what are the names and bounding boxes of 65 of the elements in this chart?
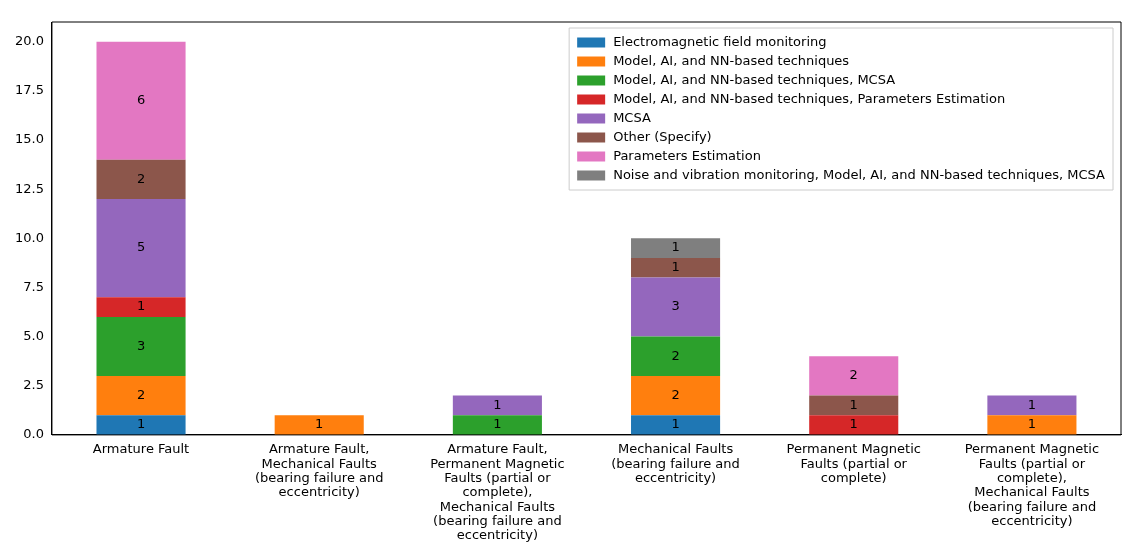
data-label: 2 xyxy=(849,367,858,383)
data-label: 6 xyxy=(136,92,146,108)
bar xyxy=(452,395,542,416)
bar xyxy=(631,415,721,435)
data-label: 3 xyxy=(136,337,146,353)
data-label: 3 xyxy=(671,298,680,314)
data-label: 2 xyxy=(671,347,680,363)
data-label: 1 xyxy=(315,416,324,432)
data-label: 1 xyxy=(1027,396,1037,412)
y-tick-label: 15.0 xyxy=(14,131,44,147)
y-tick-label: 10.0 xyxy=(14,229,44,245)
data-label: 1 xyxy=(493,396,502,412)
y-tick-label: 2.5 xyxy=(23,377,44,393)
bar xyxy=(96,159,186,199)
data-label: 1 xyxy=(136,298,146,314)
data-label: 1 xyxy=(849,396,858,412)
x-tick-label: Armature Fault, Permanent Magnetic Faults (partial or complete), Mechanical Faults (bearing failure and eccentricity) xyxy=(430,441,565,543)
data-label: 1 xyxy=(1027,416,1037,432)
data-label: 5 xyxy=(136,239,146,255)
bar xyxy=(631,238,721,258)
bar xyxy=(809,356,899,396)
bar xyxy=(96,198,186,298)
y-tick-label: 7.5 xyxy=(23,278,44,294)
bar xyxy=(96,41,186,160)
bar xyxy=(96,375,186,416)
bar xyxy=(631,257,721,278)
bar xyxy=(631,375,721,416)
y-tick-label: 17.5 xyxy=(14,82,44,98)
data-label: 1 xyxy=(136,416,146,432)
y-tick-label: 20.0 xyxy=(14,33,44,49)
legend-label: Electromagnetic field monitoring xyxy=(613,33,827,49)
data-label: 2 xyxy=(671,386,680,402)
y-tick-label: 12.5 xyxy=(14,180,44,196)
data-label: 1 xyxy=(671,239,680,255)
bar xyxy=(987,395,1077,416)
bar xyxy=(631,336,721,376)
data-label: 1 xyxy=(849,416,858,432)
data-label: 1 xyxy=(671,259,680,275)
x-tick-label: Permanent Magnetic Faults (partial or complete), Mechanical Faults (bearing failure and eccentricity) xyxy=(964,441,1100,528)
legend-label: Model, AI, and NN-based techniques xyxy=(613,52,850,68)
bar xyxy=(96,297,186,317)
y-tick-label: 5.0 xyxy=(23,327,44,343)
data-label: 2 xyxy=(136,386,146,402)
bar xyxy=(809,395,899,416)
x-tick-label: Permanent Magnetic Faults (partial or complete) xyxy=(786,441,921,486)
bar xyxy=(452,415,542,435)
bar xyxy=(987,415,1077,435)
data-label: 2 xyxy=(136,170,146,186)
legend-label: Other (Specify) xyxy=(613,128,712,144)
bar xyxy=(631,277,721,337)
data-label: 1 xyxy=(671,416,680,432)
data-label: 1 xyxy=(493,416,502,432)
bar xyxy=(274,415,364,435)
bar xyxy=(96,316,186,376)
y-tick-label: 0.0 xyxy=(23,426,44,442)
legend-label: Model, AI, and NN-based techniques, Parameters Estimation xyxy=(613,90,1006,106)
bar xyxy=(96,415,186,435)
x-tick-label: Mechanical Faults (bearing failure and eccentricity) xyxy=(611,441,740,486)
x-tick-label: Armature Fault, Mechanical Faults (bearing failure and eccentricity) xyxy=(254,441,384,500)
legend-label: Model, AI, and NN-based techniques, MCSA xyxy=(613,71,896,87)
legend-label: MCSA xyxy=(613,109,651,125)
x-tick-label: Armature Fault xyxy=(92,441,190,457)
bar xyxy=(809,415,899,435)
legend-label: Parameters Estimation xyxy=(613,147,761,163)
legend-label: Noise and vibration monitoring, Model, AI, and NN-based techniques, MCSA xyxy=(613,166,1106,182)
